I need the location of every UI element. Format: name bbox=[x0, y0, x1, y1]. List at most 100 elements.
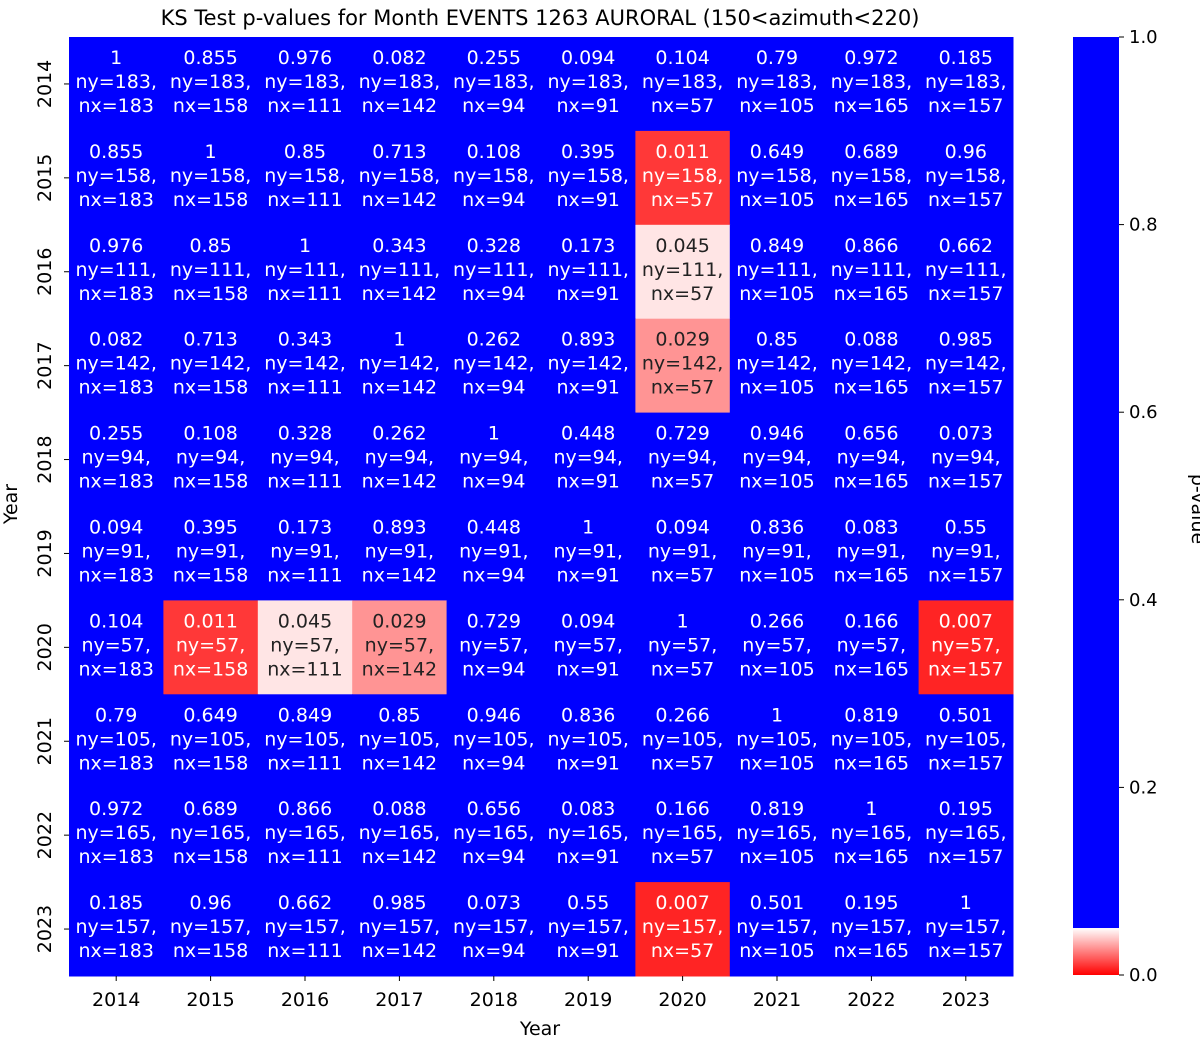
cell-nx-label: nx=158 bbox=[173, 189, 248, 211]
heatmap-cell bbox=[635, 318, 731, 414]
heatmap-cell bbox=[163, 318, 259, 414]
cell-nx-label: nx=111 bbox=[267, 377, 342, 399]
cell-ny-label: ny=111, bbox=[925, 259, 1007, 281]
cell-nx-label: nx=57 bbox=[651, 752, 714, 774]
cell-value-label: 0.195 bbox=[939, 798, 993, 820]
cell-nx-label: nx=94 bbox=[462, 377, 525, 399]
y-tick-label: 2020 bbox=[34, 623, 56, 671]
heatmap-cell bbox=[824, 694, 920, 789]
cell-nx-label: nx=165 bbox=[834, 752, 909, 774]
cell-nx-label: nx=157 bbox=[928, 283, 1003, 305]
cell-ny-label: ny=183, bbox=[642, 71, 724, 93]
cell-ny-label: ny=57, bbox=[553, 634, 622, 656]
cell-value-label: 0.108 bbox=[183, 423, 237, 445]
cell-ny-label: ny=158, bbox=[264, 165, 346, 187]
heatmap-cell bbox=[635, 130, 731, 226]
cell-ny-label: ny=183, bbox=[264, 71, 346, 93]
heatmap-cell bbox=[257, 600, 353, 695]
cell-ny-label: ny=165, bbox=[925, 822, 1007, 844]
cell-nx-label: nx=91 bbox=[557, 658, 620, 680]
cell-value-label: 0.045 bbox=[278, 610, 332, 632]
cell-ny-label: ny=94, bbox=[81, 447, 150, 469]
cell-value-label: 0.836 bbox=[561, 704, 615, 726]
cell-nx-label: nx=142 bbox=[362, 95, 437, 117]
cell-nx-label: nx=111 bbox=[267, 283, 342, 305]
cell-ny-label: ny=105, bbox=[547, 728, 629, 750]
cell-nx-label: nx=94 bbox=[462, 565, 525, 587]
cell-ny-label: ny=142, bbox=[359, 353, 441, 375]
x-tick-label: 2023 bbox=[942, 989, 990, 1011]
cell-nx-label: nx=91 bbox=[557, 189, 620, 211]
cell-ny-label: ny=94, bbox=[459, 447, 528, 469]
colorbar-tick-label: 0.4 bbox=[1129, 590, 1158, 611]
cell-value-label: 0.166 bbox=[844, 610, 898, 632]
cell-nx-label: nx=105 bbox=[739, 283, 814, 305]
cell-value-label: 0.029 bbox=[655, 329, 709, 351]
colorbar-tick-label: 1.0 bbox=[1129, 27, 1158, 48]
cell-value-label: 0.866 bbox=[844, 235, 898, 257]
cell-ny-label: ny=157, bbox=[359, 916, 441, 938]
cell-nx-label: nx=183 bbox=[78, 658, 153, 680]
heatmap-cell bbox=[824, 506, 920, 601]
y-tick-label: 2019 bbox=[34, 529, 56, 577]
cell-nx-label: nx=158 bbox=[173, 377, 248, 399]
y-tick-label: 2023 bbox=[34, 905, 56, 953]
cell-value-label: 0.855 bbox=[89, 141, 143, 163]
cell-ny-label: ny=157, bbox=[170, 916, 252, 938]
cell-value-label: 1 bbox=[488, 423, 500, 445]
cell-nx-label: nx=57 bbox=[651, 377, 714, 399]
heatmap-cell bbox=[69, 694, 164, 789]
cell-value-label: 0.689 bbox=[844, 141, 898, 163]
y-tick-label: 2016 bbox=[34, 248, 56, 296]
cell-value-label: 0.976 bbox=[278, 47, 332, 69]
cell-nx-label: nx=158 bbox=[173, 565, 248, 587]
cell-nx-label: nx=165 bbox=[834, 658, 909, 680]
cell-value-label: 0.649 bbox=[183, 704, 237, 726]
heatmap-cell bbox=[257, 318, 353, 414]
heatmap-cell bbox=[918, 788, 1014, 883]
heatmap-cell bbox=[352, 37, 448, 132]
cell-value-label: 1 bbox=[393, 329, 405, 351]
cell-value-label: 0.007 bbox=[939, 610, 993, 632]
cell-value-label: 0.108 bbox=[467, 141, 521, 163]
cell-value-label: 0.082 bbox=[89, 329, 143, 351]
cell-value-label: 1 bbox=[110, 47, 122, 69]
cell-ny-label: ny=165, bbox=[547, 822, 629, 844]
heatmap-cell bbox=[446, 600, 542, 695]
cell-nx-label: nx=105 bbox=[739, 377, 814, 399]
y-tick-label: 2014 bbox=[34, 60, 56, 108]
cell-value-label: 0.262 bbox=[372, 423, 426, 445]
cell-ny-label: ny=91, bbox=[931, 541, 1000, 563]
x-tick-label: 2022 bbox=[847, 989, 895, 1011]
heatmap-cell bbox=[824, 412, 920, 507]
cell-ny-label: ny=111, bbox=[736, 259, 818, 281]
cell-ny-label: ny=142, bbox=[925, 353, 1007, 375]
cell-value-label: 0.104 bbox=[89, 610, 143, 632]
cell-ny-label: ny=111, bbox=[547, 259, 629, 281]
cell-nx-label: nx=105 bbox=[739, 846, 814, 868]
cell-ny-label: ny=158, bbox=[736, 165, 818, 187]
heatmap-cell bbox=[446, 318, 542, 414]
x-tick-label: 2015 bbox=[186, 989, 234, 1011]
colorbar-low-band bbox=[1073, 928, 1119, 975]
y-tick-label: 2021 bbox=[34, 717, 56, 765]
cell-ny-label: ny=111, bbox=[264, 259, 346, 281]
cell-nx-label: nx=142 bbox=[362, 752, 437, 774]
cell-nx-label: nx=142 bbox=[362, 565, 437, 587]
cell-value-label: 0.656 bbox=[844, 423, 898, 445]
cell-value-label: 0.073 bbox=[939, 423, 993, 445]
cell-nx-label: nx=183 bbox=[78, 189, 153, 211]
y-axis-ticks: 2014 2015 2016 2017 2018 2019 2020 2021 2022 2023 bbox=[34, 60, 69, 953]
cell-nx-label: nx=57 bbox=[651, 189, 714, 211]
heatmap-cell bbox=[729, 882, 825, 977]
cell-value-label: 0.849 bbox=[278, 704, 332, 726]
heatmap-cell bbox=[352, 882, 448, 977]
cell-nx-label: nx=142 bbox=[362, 377, 437, 399]
cell-nx-label: nx=165 bbox=[834, 377, 909, 399]
cell-value-label: 0.985 bbox=[372, 892, 426, 914]
cell-ny-label: ny=91, bbox=[459, 541, 528, 563]
cell-value-label: 0.029 bbox=[372, 610, 426, 632]
heatmap-cell bbox=[257, 788, 353, 883]
